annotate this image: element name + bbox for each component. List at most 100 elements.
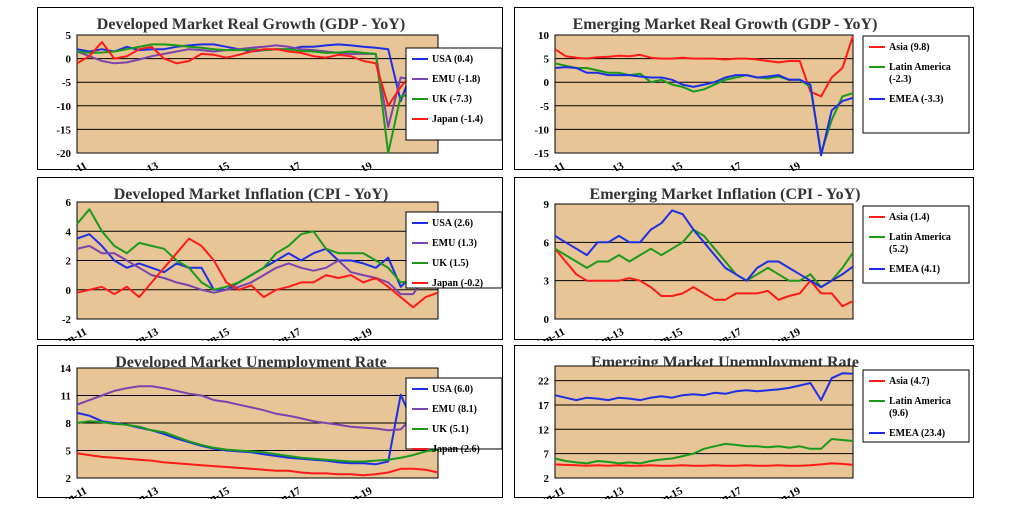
y-tick-label: 9	[544, 199, 550, 211]
series-line	[554, 248, 854, 308]
y-tick-label: 2	[66, 473, 72, 485]
x-tick-label: Jun-13	[126, 326, 161, 341]
chart-panel-em-cpi: Emerging Market Inflation (CPI - YoY) 9 6 3…	[514, 177, 974, 341]
x-tick-label: Jun-13	[592, 326, 627, 341]
x-tick-label: Jun-19	[340, 326, 375, 341]
x-tick-label: Jun-13	[126, 485, 161, 499]
series-line	[554, 228, 854, 289]
legend-label: UK (5.1)	[432, 424, 469, 435]
chart-svg-em-gdp: Emerging Market Real Growth (GDP - YoY) 1…	[533, 16, 970, 171]
series-line	[554, 438, 854, 465]
legend-label: EMU (8.1)	[432, 404, 477, 415]
x-tick-label: Jun-15	[651, 485, 686, 499]
legend-label: USA (6.0)	[432, 384, 473, 395]
legend-label: EMEA (4.1)	[889, 264, 940, 275]
y-tick-label: 2	[544, 473, 550, 485]
legend-label: EMU (1.3)	[432, 238, 477, 249]
legend-label: Asia (4.7)	[889, 376, 930, 387]
x-tick-label: Jun-17	[269, 326, 304, 341]
legend-label: USA (0.4)	[432, 54, 473, 65]
x-tick-label: Jun-19	[340, 160, 375, 171]
series-line	[554, 35, 854, 98]
x-tick-label: Jun-15	[197, 485, 232, 499]
legend-label: Japan (2.6)	[432, 444, 480, 455]
chart-title: Developed Market Unemployment Rate	[115, 354, 387, 371]
x-tick-label: Jun-15	[197, 326, 232, 341]
legend-label: Latin America (9.6)	[889, 396, 951, 419]
legend-label: Latin America (-2.3)	[889, 62, 951, 85]
x-tick-label: Jun-13	[592, 485, 627, 499]
y-tick-label: -15	[534, 148, 549, 160]
chart-svg-dm-gdp: Developed Market Real Growth (GDP - YoY)…	[55, 16, 503, 171]
y-tick-label: 8	[66, 418, 72, 430]
series-line	[76, 385, 439, 432]
series-line	[554, 209, 854, 289]
legend-label: Asia (9.8)	[889, 42, 930, 53]
chart-title: Developed Market Inflation (CPI - YoY)	[114, 186, 388, 203]
y-tick-label: 5	[544, 54, 550, 66]
y-tick-label: -10	[534, 124, 549, 136]
legend-label: Latin America (5.2)	[889, 232, 951, 255]
y-tick-label: 5	[66, 30, 72, 42]
y-tick-label: 2	[66, 256, 72, 268]
y-tick-label: -15	[56, 124, 71, 136]
y-tick-label: 17	[538, 400, 550, 412]
legend-label: Asia (1.4)	[889, 212, 930, 223]
x-tick-label: Jun-19	[768, 326, 803, 341]
x-tick-label: Jun-11	[533, 160, 567, 171]
plot-area	[554, 34, 854, 154]
y-tick-label: 14	[60, 363, 72, 375]
chart-panel-dm-gdp: Developed Market Real Growth (GDP - YoY)…	[37, 7, 503, 171]
y-tick-label: 6	[66, 197, 72, 209]
chart-title: Developed Market Real Growth (GDP - YoY)	[97, 16, 405, 33]
x-tick-label: Jun-17	[709, 485, 744, 499]
x-tick-label: Jun-17	[269, 485, 304, 499]
plot-area	[76, 34, 439, 154]
x-tick-label: Jun-13	[592, 160, 627, 171]
legend-label: UK (1.5)	[432, 258, 469, 269]
x-tick-label: Jun-11	[533, 485, 567, 499]
x-tick-label: Jun-15	[197, 160, 232, 171]
y-tick-label: 6	[544, 237, 550, 249]
y-tick-label: -2	[62, 314, 72, 326]
y-tick-label: -5	[540, 101, 550, 113]
series-line	[76, 452, 439, 477]
x-tick-label: Jun-11	[55, 485, 89, 499]
y-tick-label: -20	[56, 148, 71, 160]
chart-svg-em-cpi: Emerging Market Inflation (CPI - YoY) 9 6 3…	[533, 186, 970, 341]
legend-label: EMU (-1.8)	[432, 74, 480, 85]
legend-box	[405, 211, 503, 289]
y-tick-label: 11	[61, 391, 71, 403]
series-line	[76, 208, 439, 291]
y-tick-label: 22	[538, 376, 550, 388]
legend-label: USA (2.6)	[432, 218, 473, 229]
x-tick-label: Jun-15	[651, 326, 686, 341]
legend-box	[405, 47, 503, 141]
x-tick-label: Jun-11	[533, 326, 567, 341]
legend-label: UK (-7.3)	[432, 94, 472, 105]
x-tick-label: Jun-17	[709, 326, 744, 341]
y-tick-label: 12	[538, 424, 550, 436]
x-tick-label: Jun-19	[768, 160, 803, 171]
legend-label: EMEA (23.4)	[889, 428, 945, 439]
series-line	[76, 41, 439, 107]
chart-svg-dm-cpi: Developed Market Inflation (CPI - YoY) 6 4…	[55, 186, 503, 341]
x-tick-label: Jun-17	[709, 160, 744, 171]
y-tick-label: 0	[544, 314, 550, 326]
y-tick-label: 5	[66, 446, 72, 458]
series-line	[554, 462, 854, 467]
y-tick-label: -5	[62, 77, 72, 89]
series-line	[554, 66, 854, 157]
chart-panel-em-gdp: Emerging Market Real Growth (GDP - YoY) 1…	[514, 7, 974, 171]
legend-label: Japan (-0.2)	[432, 278, 483, 289]
x-tick-label: Jun-19	[340, 485, 375, 499]
chart-panel-em-unemp: Emerging Market Unemployment Rate 22 17 12 7…	[514, 345, 974, 499]
chart-svg-dm-unemp: Developed Market Unemployment Rate 14 11 8 5…	[55, 354, 503, 499]
legend-box	[862, 35, 970, 134]
y-tick-label: 4	[66, 226, 72, 238]
legend-label: EMEA (-3.3)	[889, 94, 943, 105]
legend-label: Japan (-1.4)	[432, 114, 483, 125]
x-tick-label: Jun-15	[651, 160, 686, 171]
series-line	[554, 372, 854, 402]
y-tick-label: -10	[56, 101, 71, 113]
